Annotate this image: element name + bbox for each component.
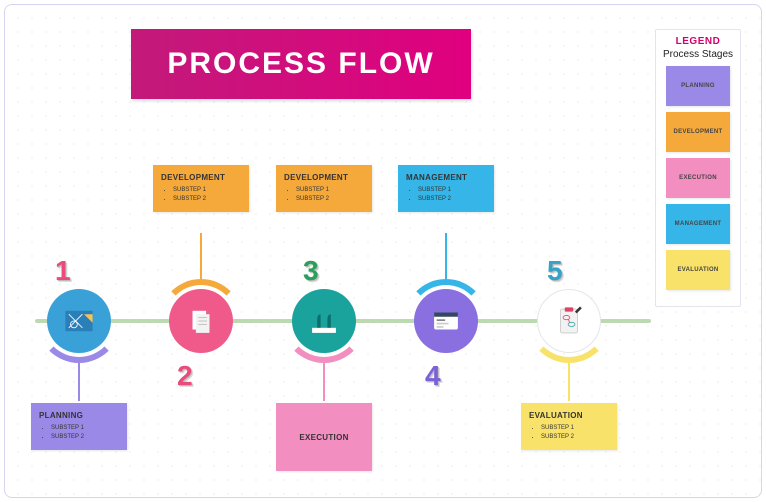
legend-item-management: MANAGEMENT [666, 204, 730, 244]
legend-panel: LEGEND Process Stages PLANNING DEVELOPME… [655, 29, 741, 307]
connector-2 [200, 233, 202, 279]
title-banner: PROCESS FLOW [131, 29, 471, 99]
connector-3 [323, 363, 325, 401]
box-development-2: DEVELOPMENT SUBSTEP 1 SUBSTEP 2 [276, 165, 372, 212]
box-development-1: DEVELOPMENT SUBSTEP 1 SUBSTEP 2 [153, 165, 249, 212]
blueprint-icon [47, 289, 111, 353]
step-node-5 [533, 285, 605, 357]
legend-title: LEGEND [662, 36, 734, 47]
step-node-4 [410, 285, 482, 357]
legend-subtitle: Process Stages [662, 49, 734, 60]
step-number-4: 4 [425, 360, 441, 392]
page-title: PROCESS FLOW [167, 47, 434, 81]
step-node-2 [165, 285, 237, 357]
legend-item-evaluation: EVALUATION [666, 250, 730, 290]
connector-5 [568, 363, 570, 401]
legend-item-execution: EXECUTION [666, 158, 730, 198]
connector-1 [78, 363, 80, 401]
legend-item-planning: PLANNING [666, 66, 730, 106]
step-node-1 [43, 285, 115, 357]
box-planning: PLANNING SUBSTEP 1 SUBSTEP 2 [31, 403, 127, 450]
legend-item-development: DEVELOPMENT [666, 112, 730, 152]
connector-4 [445, 233, 447, 279]
clipboard-icon [537, 289, 601, 353]
box-management: MANAGEMENT SUBSTEP 1 SUBSTEP 2 [398, 165, 494, 212]
step-number-2: 2 [177, 360, 193, 392]
step-node-3 [288, 285, 360, 357]
box-evaluation: EVALUATION SUBSTEP 1 SUBSTEP 2 [521, 403, 617, 450]
box-execution: EXECUTION [276, 403, 372, 471]
browser-icon [414, 289, 478, 353]
documents-icon [169, 289, 233, 353]
diagram-canvas: PROCESS FLOW LEGEND Process Stages PLANN… [4, 4, 762, 498]
chess-icon [292, 289, 356, 353]
flow-area: 1 2 3 4 5 [25, 155, 631, 487]
